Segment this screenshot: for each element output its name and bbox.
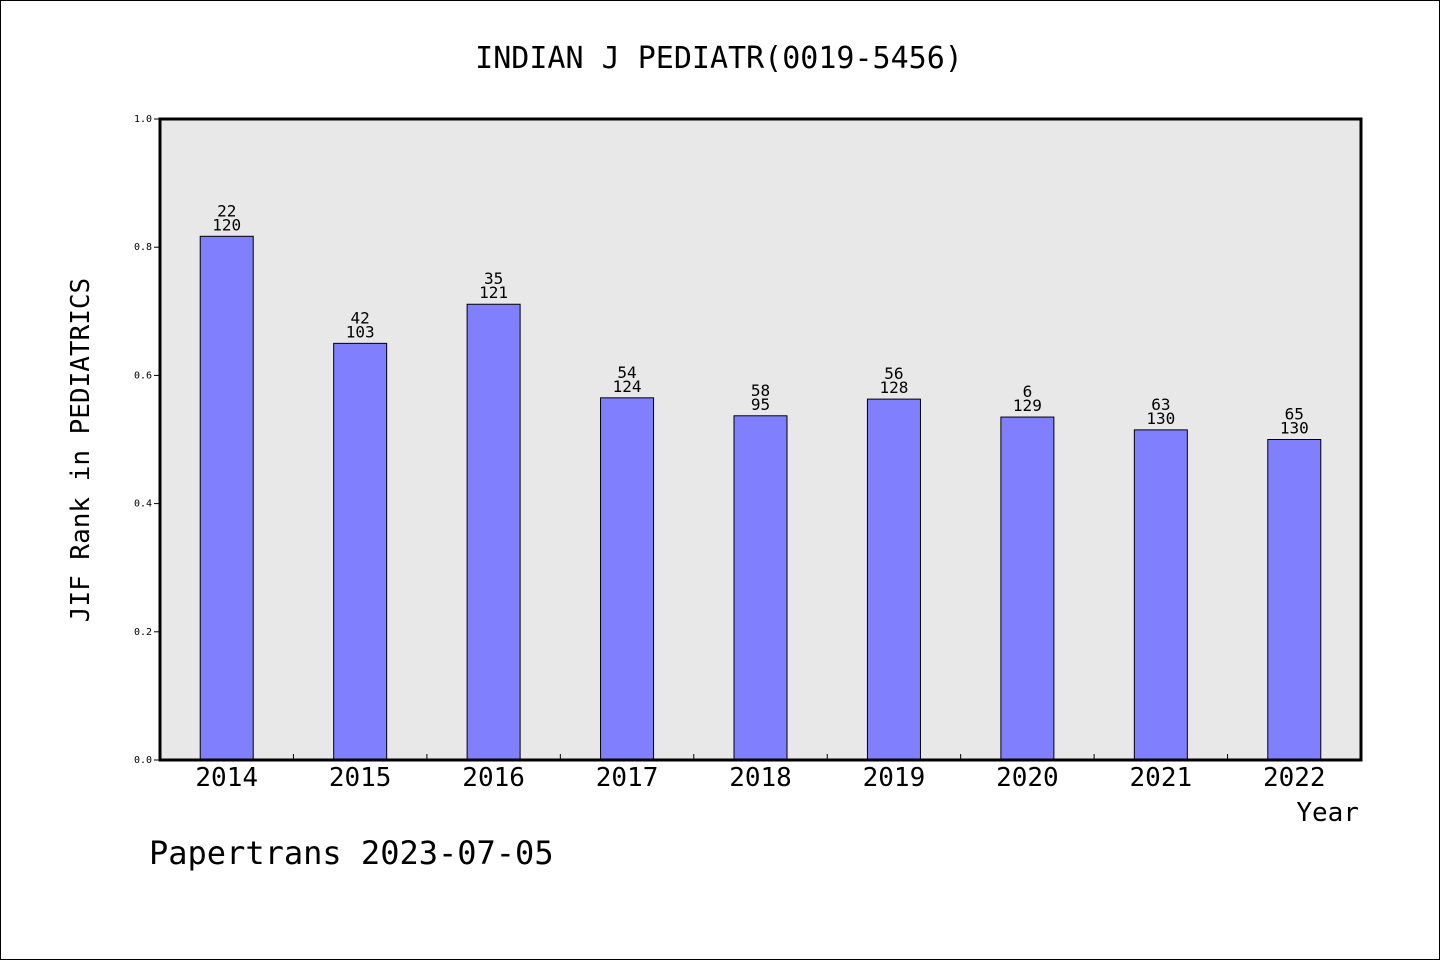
x-axis-label: Year	[1296, 798, 1359, 828]
bar-label-top-2019: 56	[884, 364, 903, 383]
bar-label-bottom-2017: 124	[613, 377, 642, 396]
x-tick-label-2017: 2017	[596, 763, 659, 793]
footer-text: Papertrans 2023-07-05	[149, 834, 554, 872]
x-tick-label-2021: 2021	[1130, 763, 1193, 793]
bar-label-top-2014: 22	[217, 201, 236, 220]
bar-label-top-2015: 42	[351, 308, 370, 327]
bar-2022	[1267, 439, 1322, 761]
bar-label-bottom-2020: 129	[1013, 396, 1042, 415]
x-tick-label-2022: 2022	[1263, 763, 1326, 793]
y-tick-label-0.6: 0.6	[134, 370, 152, 381]
bar-2018	[733, 415, 788, 761]
bar-2019	[866, 398, 921, 761]
bar-2021	[1133, 429, 1188, 761]
y-tick-label-0.8: 0.8	[134, 242, 152, 253]
x-tick-label-2020: 2020	[996, 763, 1059, 793]
bar-label-bottom-2014: 120	[212, 215, 241, 234]
y-tick-label-0.0: 0.0	[134, 755, 152, 766]
bar-2014	[199, 235, 254, 761]
bar-label-bottom-2021: 130	[1146, 409, 1175, 428]
plot-border	[158, 117, 1363, 762]
y-axis-label: JIF Rank in PEDIATRICS	[66, 278, 96, 622]
bar-2015	[333, 342, 388, 761]
bar-label-bottom-2015: 103	[346, 322, 375, 341]
bar-2017	[600, 397, 655, 761]
bar-label-top-2016: 35	[484, 269, 503, 288]
x-tick-label-2018: 2018	[729, 763, 792, 793]
y-tick-label-1.0: 1.0	[134, 114, 152, 125]
bar-label-top-2017: 54	[617, 363, 636, 382]
bar-label-top-2022: 65	[1285, 405, 1304, 424]
bar-label-bottom-2016: 121	[479, 283, 508, 302]
bar-label-bottom-2018: 95	[751, 395, 770, 414]
bar-label-bottom-2022: 130	[1280, 419, 1309, 438]
x-tick-label-2016: 2016	[462, 763, 525, 793]
x-tick-label-2015: 2015	[329, 763, 392, 793]
bar-label-top-2020: 6	[1023, 382, 1033, 401]
bar-label-top-2018: 58	[751, 381, 770, 400]
x-tick-label-2019: 2019	[863, 763, 926, 793]
x-tick-label-2014: 2014	[195, 763, 258, 793]
chart-title: INDIAN J PEDIATR(0019-5456)	[475, 41, 963, 76]
y-tick-label-0.2: 0.2	[134, 627, 152, 638]
bar-label-bottom-2019: 128	[879, 378, 908, 397]
bar-2016	[466, 303, 521, 761]
y-tick-label-0.4: 0.4	[134, 499, 152, 510]
bar-label-top-2021: 63	[1151, 395, 1170, 414]
bar-2020	[1000, 416, 1055, 761]
